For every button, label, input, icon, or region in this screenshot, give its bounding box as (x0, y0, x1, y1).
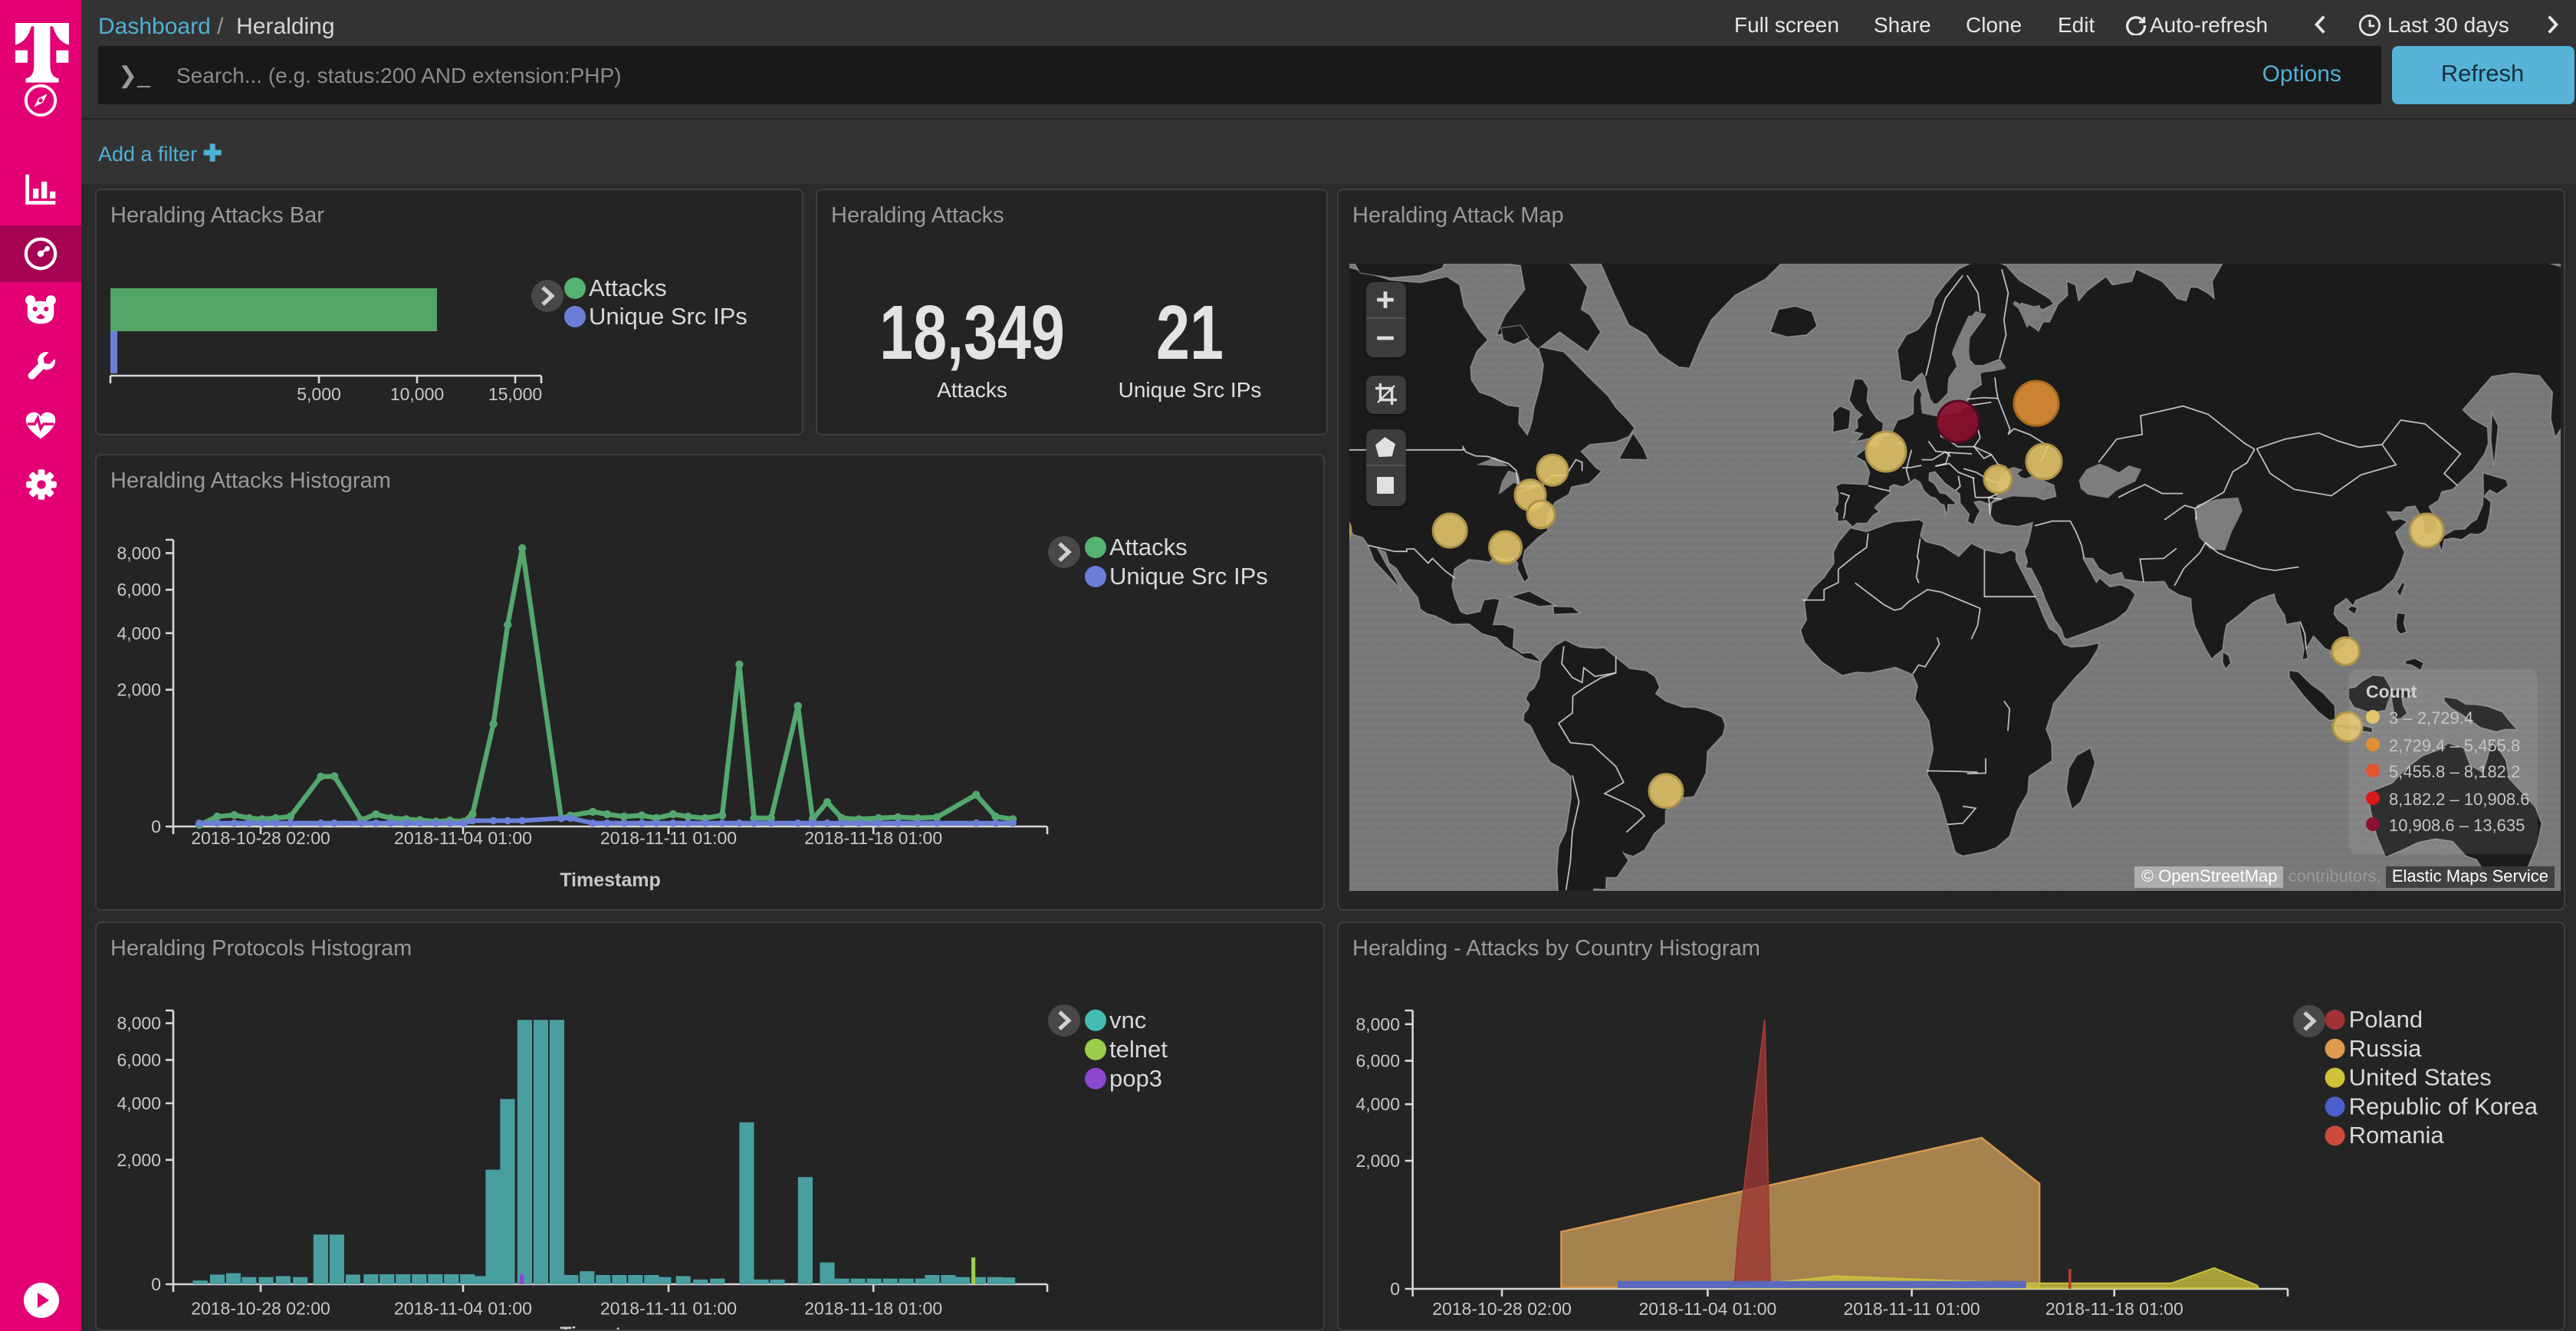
svg-text:0: 0 (1390, 1279, 1400, 1299)
svg-text:2018-10-28 02:00: 2018-10-28 02:00 (191, 828, 330, 848)
svg-text:2018-11-18 01:00: 2018-11-18 01:00 (804, 828, 942, 848)
svg-text:6,000: 6,000 (117, 580, 161, 600)
svg-text:6,000: 6,000 (1355, 1051, 1400, 1071)
svg-text:8,000: 8,000 (117, 543, 161, 563)
svg-text:2018-11-11 01:00: 2018-11-11 01:00 (600, 1299, 737, 1319)
svg-text:8,000: 8,000 (117, 1014, 161, 1034)
svg-text:2018-11-04 01:00: 2018-11-04 01:00 (394, 1299, 532, 1319)
svg-text:2,000: 2,000 (117, 680, 161, 700)
svg-text:8,000: 8,000 (1355, 1014, 1400, 1034)
svg-text:Attacks: Attacks (1109, 534, 1188, 560)
svg-text:Russia: Russia (2349, 1035, 2423, 1062)
svg-text:0: 0 (151, 817, 161, 836)
svg-text:vnc: vnc (1109, 1007, 1146, 1034)
svg-text:2018-11-11 01:00: 2018-11-11 01:00 (1844, 1299, 1980, 1319)
svg-text:4,000: 4,000 (117, 623, 161, 643)
svg-text:5,000: 5,000 (297, 384, 341, 404)
svg-text:Timestamp: Timestamp (1800, 1327, 1901, 1331)
svg-text:2,000: 2,000 (1355, 1151, 1400, 1171)
svg-text:2018-11-18 01:00: 2018-11-18 01:00 (804, 1299, 942, 1319)
svg-text:4,000: 4,000 (1355, 1094, 1400, 1114)
svg-text:Attacks: Attacks (589, 274, 667, 301)
svg-text:2018-11-18 01:00: 2018-11-18 01:00 (2045, 1299, 2183, 1319)
svg-text:2,000: 2,000 (117, 1150, 161, 1170)
svg-text:pop3: pop3 (1109, 1065, 1162, 1092)
svg-text:Unique Src IPs: Unique Src IPs (1109, 563, 1268, 590)
svg-text:Timestamp: Timestamp (560, 1323, 661, 1331)
svg-text:2018-10-28 02:00: 2018-10-28 02:00 (1432, 1299, 1572, 1319)
svg-text:Unique Src IPs: Unique Src IPs (589, 303, 748, 330)
svg-text:2018-11-11 01:00: 2018-11-11 01:00 (600, 828, 737, 848)
svg-text:United States: United States (2349, 1064, 2492, 1091)
svg-text:Romania: Romania (2349, 1122, 2445, 1149)
svg-text:Poland: Poland (2349, 1006, 2423, 1033)
svg-text:0: 0 (151, 1274, 161, 1294)
svg-text:10,000: 10,000 (390, 384, 444, 404)
svg-text:2018-10-28 02:00: 2018-10-28 02:00 (191, 1299, 330, 1319)
svg-text:Republic of Korea: Republic of Korea (2349, 1093, 2538, 1119)
svg-text:Timestamp: Timestamp (560, 869, 661, 891)
svg-text:4,000: 4,000 (117, 1093, 161, 1113)
svg-text:2018-11-04 01:00: 2018-11-04 01:00 (1638, 1299, 1776, 1319)
svg-text:telnet: telnet (1109, 1036, 1168, 1063)
svg-text:15,000: 15,000 (488, 384, 542, 404)
svg-text:2018-11-04 01:00: 2018-11-04 01:00 (394, 828, 532, 848)
svg-text:6,000: 6,000 (117, 1050, 161, 1070)
